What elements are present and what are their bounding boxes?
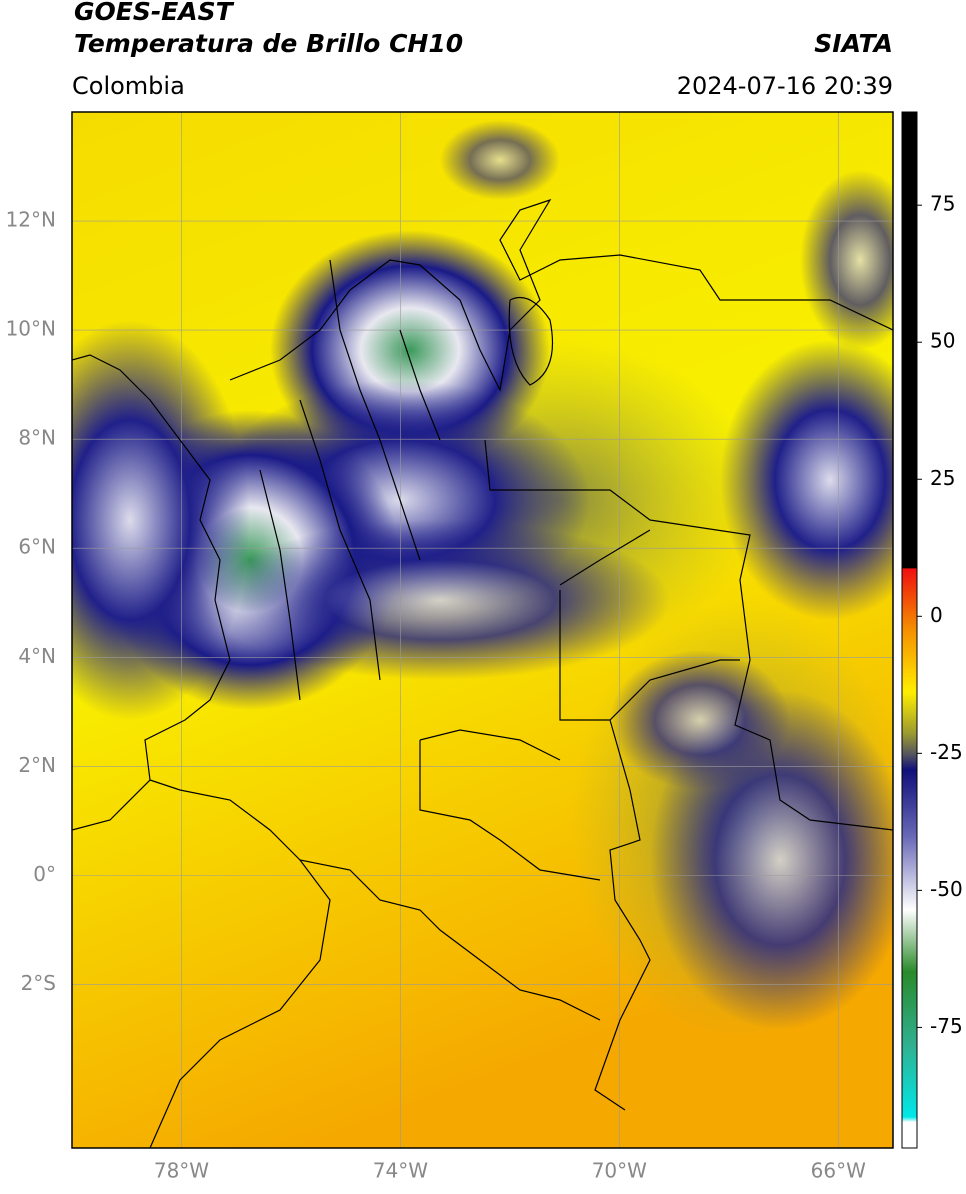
x-tick-label: 78°W	[154, 1159, 209, 1183]
border	[559, 529, 740, 1111]
colorbar-tick-label: 75	[930, 192, 955, 216]
colorbar-tick-label: 25	[930, 466, 955, 490]
department	[419, 729, 601, 881]
colorbar-ticks: -75 -50 -25 0 25 50 75	[917, 192, 963, 1038]
x-tick-label: 66°W	[811, 1159, 866, 1183]
datetime: 2024-07-16 20:39	[677, 72, 893, 100]
y-tick-label: 8°N	[18, 426, 56, 450]
lake	[508, 296, 554, 386]
colorbar-tick-label: -75	[930, 1014, 963, 1038]
subtitle: Temperatura de Brillo CH10	[74, 29, 463, 58]
colorbar-tick-label: -25	[930, 740, 963, 764]
y-tick-label: 0°	[33, 862, 56, 886]
satellite-image	[72, 112, 893, 1148]
y-tick-label: 12°N	[6, 208, 56, 232]
map-frame	[71, 111, 894, 1149]
coastline	[229, 198, 893, 392]
border	[149, 779, 601, 1148]
borders	[72, 198, 893, 1148]
colorbar-tick-label: -50	[930, 877, 963, 901]
department	[259, 259, 441, 701]
colorbar-tick-label: 50	[930, 329, 955, 353]
x-tick-label: 70°W	[592, 1159, 647, 1183]
source: SIATA	[814, 29, 893, 58]
colorbar-tick-label: 0	[930, 603, 943, 627]
colorbar	[901, 111, 918, 1149]
graticule	[72, 112, 893, 1148]
y-tick-label: 2°S	[21, 971, 56, 995]
y-tick-label: 10°N	[6, 317, 56, 341]
y-tick-label: 4°N	[18, 644, 56, 668]
y-tick-label: 6°N	[18, 535, 56, 559]
y-tick-label: 2°N	[18, 753, 56, 777]
coastline	[72, 354, 231, 831]
x-tick-label: 74°W	[373, 1159, 428, 1183]
title: GOES-EAST	[74, 0, 235, 26]
border	[484, 439, 893, 831]
region: Colombia	[72, 72, 185, 100]
